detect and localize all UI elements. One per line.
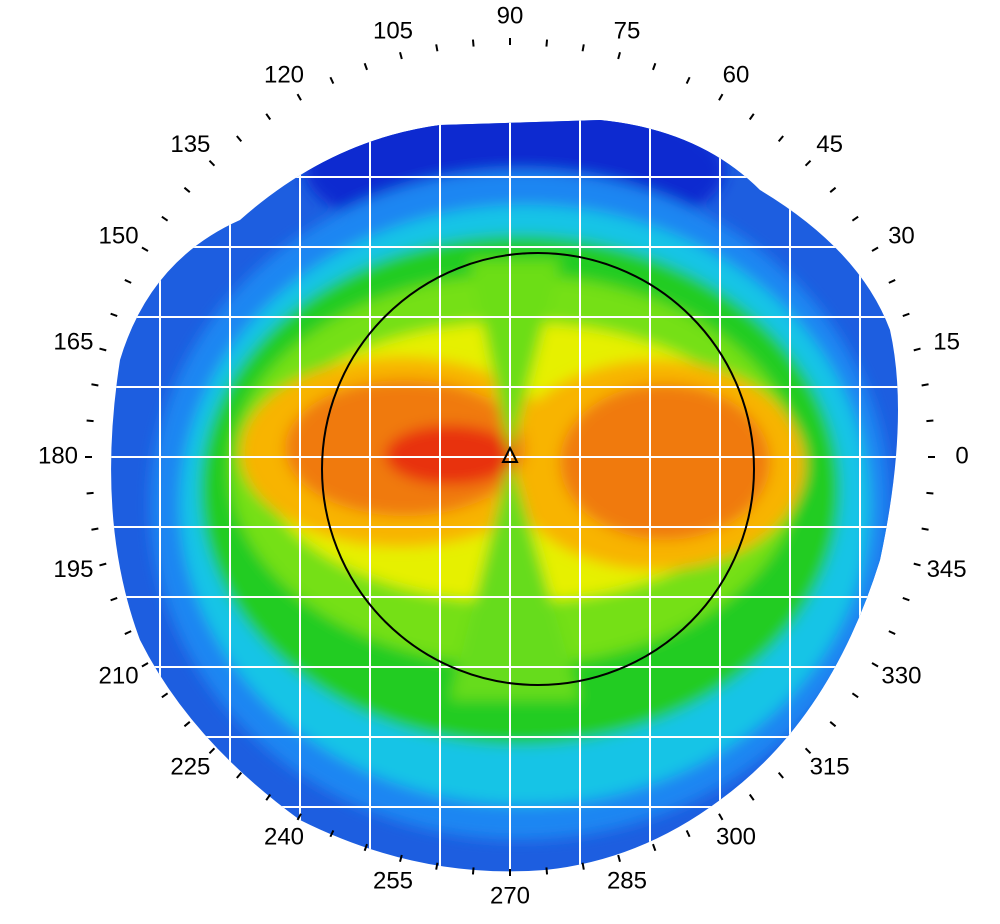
- tick-mark: [581, 862, 585, 870]
- angle-label: 300: [716, 823, 756, 850]
- tick-mark: [296, 93, 302, 101]
- tick-mark: [91, 383, 99, 387]
- tick-mark: [363, 62, 368, 71]
- tick-mark: [471, 39, 475, 47]
- tick-mark: [851, 215, 859, 222]
- tick-mark: [652, 843, 657, 852]
- tick-mark: [718, 813, 724, 821]
- tick-mark: [888, 279, 896, 284]
- tick-mark: [804, 160, 812, 167]
- angle-label: 75: [614, 17, 641, 44]
- angle-label: 165: [53, 328, 93, 355]
- apex-marker: [501, 445, 519, 463]
- tick-mark: [141, 662, 149, 668]
- tick-mark: [363, 843, 368, 852]
- angle-label: 45: [816, 131, 843, 158]
- angle-label: 105: [373, 17, 413, 44]
- tick-mark: [777, 135, 784, 143]
- tick-mark: [926, 419, 934, 423]
- tick-mark: [471, 867, 475, 875]
- angle-label: 285: [607, 867, 647, 894]
- tick-mark: [777, 771, 784, 779]
- angle-label: 30: [888, 222, 915, 249]
- angle-label: 120: [264, 61, 304, 88]
- tick-mark: [110, 312, 118, 318]
- tick-mark: [86, 491, 94, 495]
- tick-mark: [161, 215, 169, 222]
- tick-mark: [86, 419, 94, 423]
- tick-mark: [748, 113, 755, 121]
- tick-mark: [718, 93, 724, 101]
- tick-mark: [99, 562, 107, 567]
- tick-mark: [829, 186, 837, 193]
- tick-mark: [902, 596, 910, 602]
- tick-mark: [545, 39, 549, 47]
- angle-label: 240: [264, 823, 304, 850]
- tick-mark: [902, 312, 910, 318]
- angle-label: 330: [881, 662, 921, 689]
- tick-mark: [435, 44, 439, 52]
- tick-mark: [581, 44, 585, 52]
- tick-mark: [921, 527, 929, 531]
- tick-mark: [652, 62, 657, 71]
- angle-label: 150: [99, 222, 139, 249]
- angle-ticks: [85, 38, 935, 876]
- tick-mark: [921, 383, 929, 387]
- angle-labels: 0 15 30 45 60 75 90 105 120 135 150 165 180 195 210 225…: [38, 2, 969, 909]
- angle-label: 270: [490, 882, 530, 909]
- tick-mark: [141, 246, 149, 252]
- tick-mark: [91, 527, 99, 531]
- tick-mark: [99, 347, 107, 352]
- tick-mark: [617, 52, 621, 60]
- tick-mark: [926, 491, 934, 495]
- tick-mark: [236, 135, 243, 143]
- angle-label: 90: [497, 2, 524, 29]
- angle-label: 255: [373, 867, 413, 894]
- tick-mark: [208, 747, 216, 754]
- tick-mark: [236, 771, 243, 779]
- tick-mark: [329, 829, 335, 838]
- angle-label: 210: [99, 662, 139, 689]
- angle-label: 345: [927, 556, 967, 583]
- tick-mark: [545, 867, 549, 875]
- angle-label: 60: [723, 61, 750, 88]
- tick-mark: [399, 854, 403, 862]
- tick-mark: [296, 813, 302, 821]
- tick-mark: [804, 747, 812, 754]
- tick-mark: [748, 793, 755, 801]
- tick-mark: [617, 854, 621, 862]
- reference-circle: [321, 252, 755, 686]
- tick-mark: [110, 596, 118, 602]
- tick-mark: [851, 692, 859, 699]
- tick-mark: [888, 630, 896, 635]
- tick-mark: [265, 793, 272, 801]
- tick-mark: [871, 246, 879, 252]
- color-map: [111, 120, 899, 872]
- angle-label: 195: [53, 556, 93, 583]
- tick-mark: [183, 186, 191, 193]
- angle-label: 0: [955, 442, 968, 469]
- tick-mark: [913, 347, 921, 352]
- angle-label: 135: [170, 131, 210, 158]
- tick-mark: [161, 692, 169, 699]
- tick-mark: [329, 76, 335, 85]
- angle-label: 180: [38, 442, 78, 469]
- tick-mark: [685, 76, 691, 85]
- tick-mark: [685, 829, 691, 838]
- tick-mark: [399, 52, 403, 60]
- angle-label: 225: [170, 753, 210, 780]
- tick-mark: [435, 862, 439, 870]
- tick-mark: [208, 160, 216, 167]
- tick-mark: [124, 630, 132, 635]
- tick-mark: [265, 113, 272, 121]
- angle-label: 15: [933, 328, 960, 355]
- tick-mark: [183, 721, 191, 728]
- tick-mark: [124, 279, 132, 284]
- tick-mark: [913, 562, 921, 567]
- angle-label: 315: [810, 753, 850, 780]
- tick-mark: [829, 721, 837, 728]
- tick-mark: [871, 662, 879, 668]
